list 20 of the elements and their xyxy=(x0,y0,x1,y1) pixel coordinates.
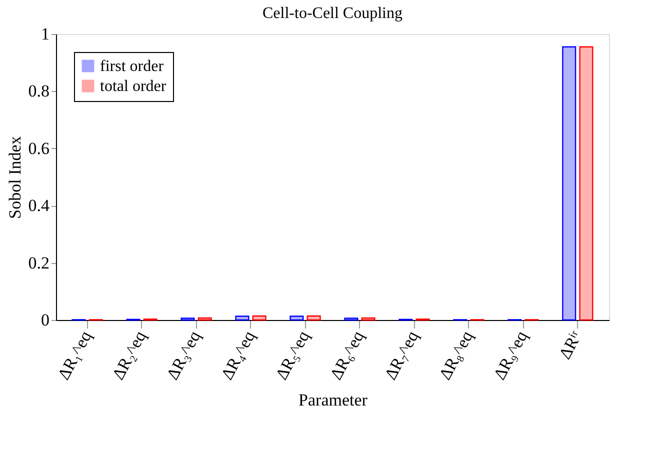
legend-label: first order xyxy=(100,58,164,75)
bar xyxy=(306,315,321,321)
y-tick-label: 0.8 xyxy=(28,82,50,101)
bar xyxy=(290,316,304,321)
y-tick-label: 1 xyxy=(41,24,50,44)
x-axis-title: Parameter xyxy=(298,390,368,410)
bar xyxy=(235,316,250,321)
y-tick-label: 0.2 xyxy=(28,253,50,272)
bar xyxy=(579,46,594,321)
x-tick-label: ΔRⁱʳ xyxy=(555,328,586,362)
y-axis-title: Sobol Index xyxy=(5,136,24,219)
y-tick-label: 0 xyxy=(41,310,50,330)
bar xyxy=(198,317,212,321)
y-tick-label: 0.4 xyxy=(28,196,50,216)
bar xyxy=(562,46,576,321)
bar xyxy=(361,317,376,321)
legend-label: total order xyxy=(100,78,167,95)
chart-title: Cell-to-Cell Coupling xyxy=(262,5,402,22)
y-tick-label: 0.6 xyxy=(28,138,50,158)
bar xyxy=(252,315,266,321)
